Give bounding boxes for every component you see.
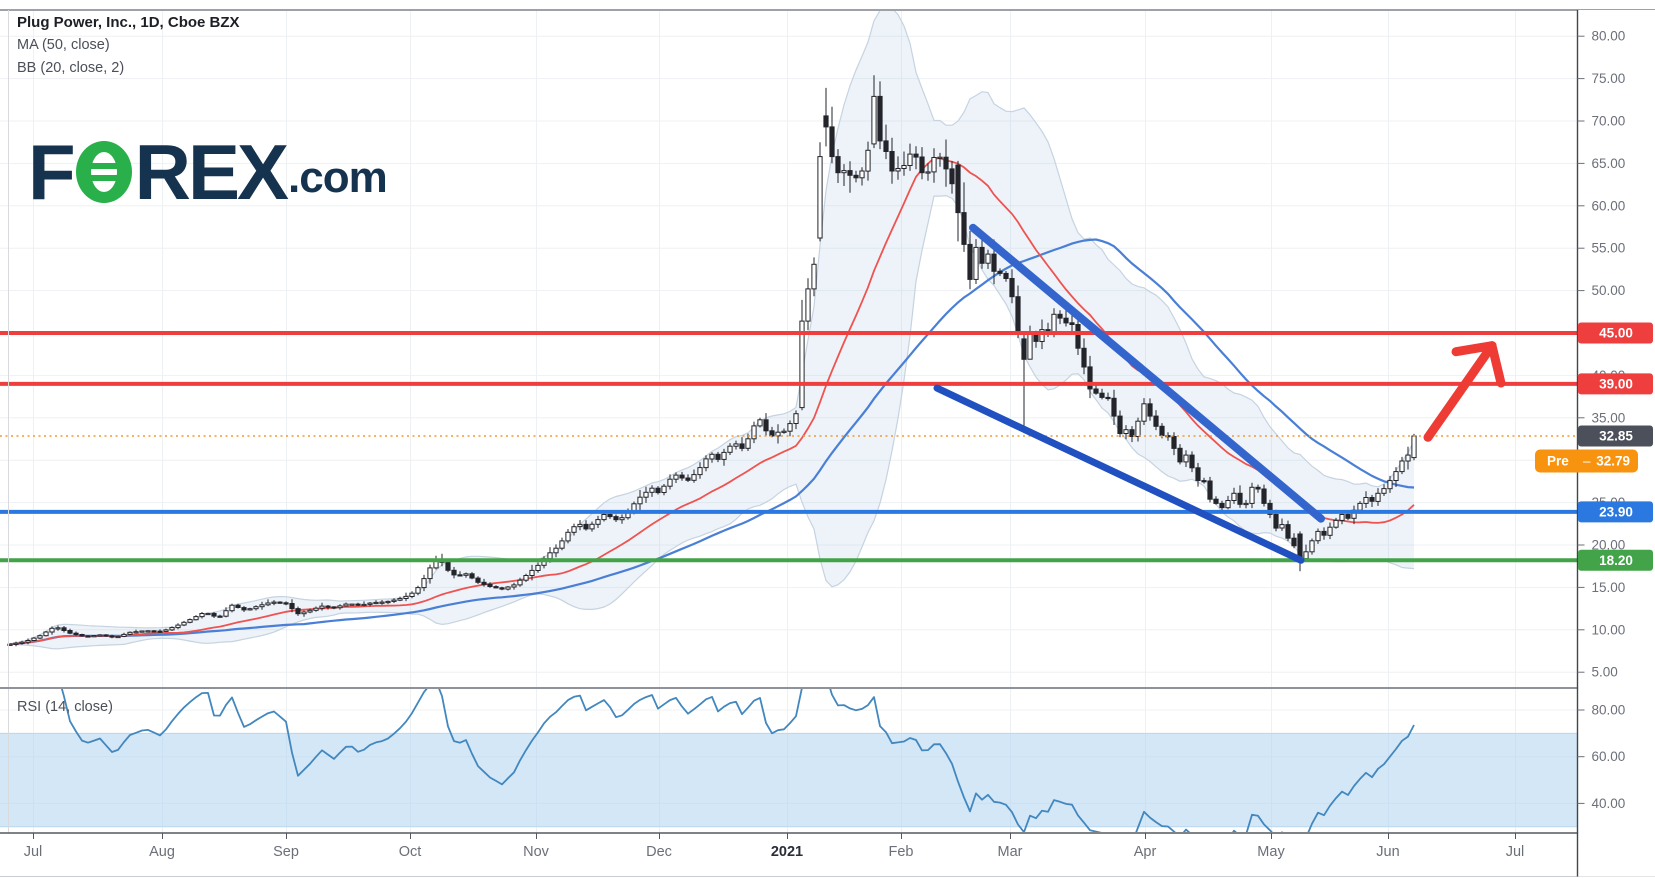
time-label-Nov: Nov	[523, 844, 550, 860]
time-label-Apr: Apr	[1134, 844, 1157, 860]
logo-coin-icon	[75, 141, 132, 203]
bollinger-band-fill	[10, 11, 1414, 649]
price-badge-39.00: 39.00	[1578, 373, 1653, 395]
logo-tld: .com	[288, 153, 388, 202]
time-label-Jul: Jul	[24, 844, 43, 860]
price-tick-15.00: 15.00	[1592, 580, 1626, 595]
time-label-Feb: Feb	[889, 844, 914, 860]
rsi-tick-80.00: 80.00	[1592, 703, 1626, 718]
last-price-badge: 32.85	[1578, 425, 1653, 447]
price-tick-65.00: 65.00	[1592, 156, 1626, 171]
svg-text:45.00: 45.00	[1599, 326, 1633, 341]
price-badge-23.90: 23.90	[1578, 501, 1653, 523]
time-label-Mar: Mar	[998, 844, 1023, 860]
logo-f-letter: F	[28, 128, 76, 216]
time-label-Dec: Dec	[646, 844, 672, 860]
time-label-Jun: Jun	[1376, 844, 1399, 860]
price-tick-80.00: 80.00	[1592, 29, 1626, 44]
price-tick-75.00: 75.00	[1592, 71, 1626, 86]
ma50-line	[9, 238, 1415, 646]
svg-text:Pre: Pre	[1547, 454, 1569, 469]
price-tick-55.00: 55.00	[1592, 241, 1626, 256]
price-pane[interactable]	[7, 6, 1417, 650]
logo-rex-letters: REX	[134, 128, 289, 216]
breakout-arrow[interactable]	[1423, 341, 1506, 442]
rsi-tick-60.00: 60.00	[1592, 749, 1626, 764]
time-axis[interactable]: Jul Aug Sep Oct Nov Dec 2021 Feb Mar Apr May Jun Jul	[24, 833, 1525, 860]
time-label-Aug: Aug	[149, 844, 175, 860]
grid	[0, 10, 1578, 833]
frame	[0, 9, 1655, 877]
forex-logo: F REX .com	[28, 128, 388, 216]
lower-channel-line[interactable]	[933, 384, 1305, 564]
price-tick-10.00: 10.00	[1592, 622, 1626, 637]
upper-channel-line[interactable]	[969, 223, 1325, 523]
rsi-pane[interactable]	[0, 675, 1578, 849]
symbol-title[interactable]: Plug Power, Inc., 1D, Cboe BZX	[17, 14, 240, 31]
indicator-label-bb[interactable]: BB (20, close, 2)	[17, 60, 125, 76]
price-tick-20.00: 20.00	[1592, 538, 1626, 553]
rsi-indicator-label[interactable]: RSI (14, close)	[17, 699, 113, 715]
price-tick-5.00: 5.00	[1592, 665, 1618, 680]
price-levels[interactable]	[0, 331, 1578, 563]
svg-text:–: –	[1583, 454, 1591, 469]
price-tick-50.00: 50.00	[1592, 283, 1626, 298]
bollinger-upper-line	[9, 11, 1415, 645]
rsi-line	[60, 689, 1415, 832]
time-label-Jul: Jul	[1506, 844, 1525, 860]
price-badge-18.20: 18.20	[1578, 549, 1653, 571]
svg-text:39.00: 39.00	[1599, 376, 1633, 391]
time-label-Oct: Oct	[399, 844, 422, 860]
pre-market-badge: Pre –32.79	[1535, 449, 1638, 473]
price-tick-35.00: 35.00	[1592, 410, 1626, 425]
bollinger-lower-line	[9, 194, 1415, 650]
time-label-Sep: Sep	[273, 844, 299, 860]
legend: Plug Power, Inc., 1D, Cboe BZX MA (50, c…	[17, 11, 240, 80]
time-label-May: May	[1257, 844, 1285, 860]
indicator-label-ma[interactable]: MA (50, close)	[17, 37, 110, 53]
price-axis[interactable]: 80.00 75.00 70.00 65.00 60.00 55.00 50.00 45.00…	[1535, 10, 1655, 877]
time-label-2021: 2021	[771, 844, 803, 860]
rsi-band-fill	[0, 733, 1577, 827]
svg-text:32.79: 32.79	[1596, 454, 1630, 469]
svg-text:23.90: 23.90	[1599, 504, 1633, 519]
rsi-tick-40.00: 40.00	[1592, 796, 1626, 811]
candles	[7, 75, 1417, 647]
price-tick-60.00: 60.00	[1592, 198, 1626, 213]
price-tick-70.00: 70.00	[1592, 114, 1626, 129]
price-badge-45.00: 45.00	[1578, 322, 1653, 344]
svg-text:32.85: 32.85	[1599, 429, 1633, 444]
svg-text:18.20: 18.20	[1599, 553, 1633, 568]
